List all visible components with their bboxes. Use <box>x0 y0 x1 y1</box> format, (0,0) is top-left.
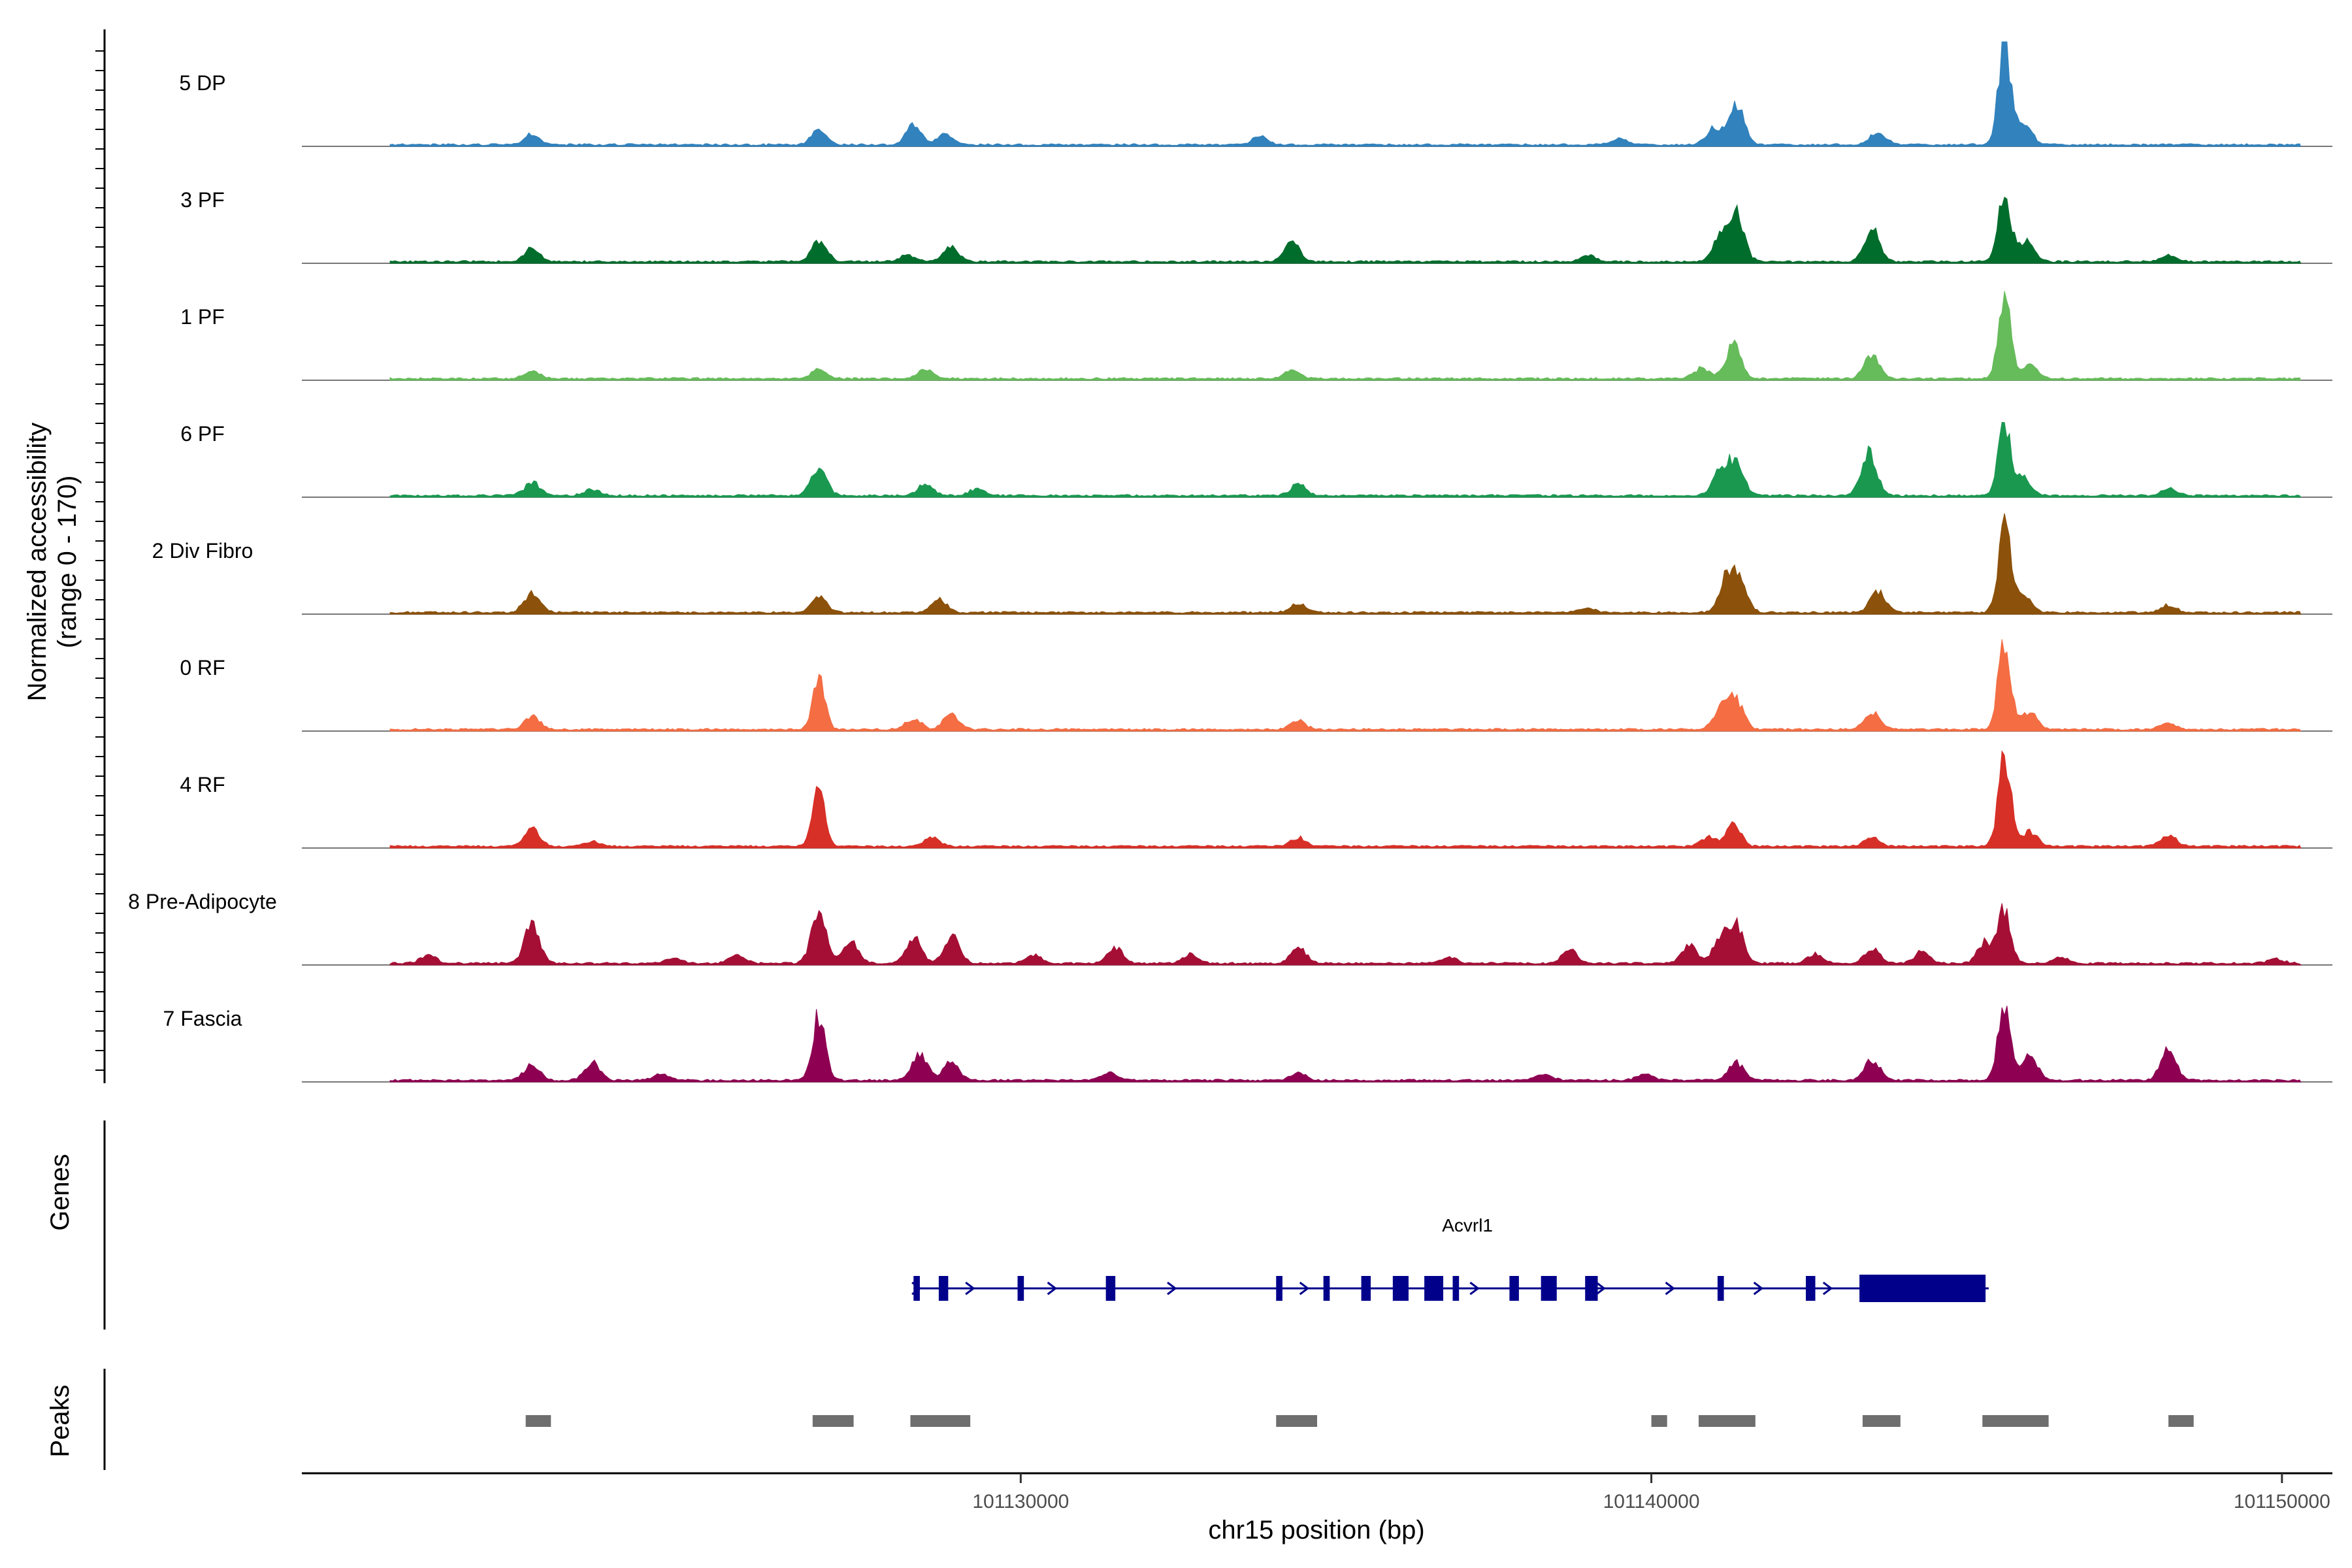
genes-panel-label: Genes <box>46 1154 74 1231</box>
gene-exon <box>1017 1276 1024 1301</box>
track-signal-area <box>389 639 2302 732</box>
track-label: 5 DP <box>179 71 225 95</box>
peak-region <box>525 1415 551 1427</box>
track-signal-area <box>389 513 2302 615</box>
track-signal-area <box>389 41 2302 147</box>
track-4-rf: 4 RF <box>180 750 2332 849</box>
track-7-fascia: 7 Fascia <box>163 1005 2332 1083</box>
track-2-div-fibro: 2 Div Fibro <box>152 513 2332 615</box>
peak-region <box>1862 1415 1901 1427</box>
peak-region <box>812 1415 854 1427</box>
peak-region <box>1698 1415 1756 1427</box>
x-tick-label: 101140000 <box>1603 1491 1700 1512</box>
gene-exon <box>1424 1276 1444 1301</box>
gene-exon <box>1323 1276 1330 1301</box>
track-0-rf: 0 RF <box>180 639 2332 732</box>
track-signal-area <box>389 421 2302 498</box>
gene-strand-arrow <box>1753 1281 1764 1296</box>
gene-exon <box>1806 1276 1816 1301</box>
x-axis-ticks: 101130000 101140000 101150000 <box>972 1473 2330 1512</box>
track-5-dp: 5 DP <box>179 41 2332 147</box>
track-label: 7 Fascia <box>163 1007 242 1030</box>
gene-strand-arrow <box>1665 1281 1676 1296</box>
x-axis-title: chr15 position (bp) <box>1208 1516 1424 1544</box>
peak-track <box>525 1415 2194 1427</box>
y-axis-title: Normalized accessibility <box>23 423 52 702</box>
x-tick-label: 101130000 <box>972 1491 1069 1512</box>
track-8-pre-adipocyte: 8 Pre-Adipocyte <box>128 890 2332 966</box>
gene-exon <box>913 1276 920 1301</box>
gene-exon <box>1509 1276 1519 1301</box>
track-signal-area <box>389 291 2302 381</box>
track-signal-area <box>389 196 2302 264</box>
track-3-pf: 3 PF <box>180 188 2332 264</box>
gene-exon <box>1361 1276 1371 1301</box>
track-signal-area <box>389 750 2302 849</box>
track-label: 6 PF <box>180 422 225 446</box>
gene-strand-arrow <box>1469 1281 1480 1296</box>
gene-strand-arrow <box>1595 1281 1606 1296</box>
track-label: 8 Pre-Adipocyte <box>128 890 277 913</box>
gene-strand-arrow <box>1822 1281 1833 1296</box>
gene-exon <box>1105 1276 1116 1301</box>
peaks-panel-label: Peaks <box>46 1384 74 1457</box>
peak-region <box>1982 1415 2049 1427</box>
track-6-pf: 6 PF <box>180 421 2332 498</box>
track-label: 2 Div Fibro <box>152 539 253 563</box>
gene-exon <box>1392 1276 1409 1301</box>
track-label: 3 PF <box>180 188 225 212</box>
gene-exon <box>1276 1276 1282 1301</box>
track-1-pf: 1 PF <box>180 291 2332 381</box>
x-tick-label: 101150000 <box>2234 1491 2330 1512</box>
track-label: 0 RF <box>180 656 225 679</box>
peak-region <box>2168 1415 2194 1427</box>
track-label: 4 RF <box>180 773 225 796</box>
gene-exon <box>938 1276 949 1301</box>
gene-exon <box>1859 1275 1986 1302</box>
gene-strand-arrow <box>911 1281 922 1296</box>
gene-strand-arrow <box>1167 1281 1177 1296</box>
coverage-y-ticks <box>95 50 105 1071</box>
track-label: 1 PF <box>180 305 225 329</box>
gene-exon <box>1541 1276 1557 1301</box>
gene-name-label: Acvrl1 <box>1442 1215 1493 1235</box>
peak-region <box>1276 1415 1317 1427</box>
peak-region <box>1651 1415 1667 1427</box>
y-axis-subtitle: (range 0 - 170) <box>53 476 82 649</box>
gene-exon <box>1585 1276 1598 1301</box>
gene-track: Acvrl1 <box>911 1215 1989 1302</box>
gene-strand-arrow <box>1047 1281 1058 1296</box>
peak-region <box>910 1415 971 1427</box>
track-signal-area <box>389 903 2302 966</box>
gene-strand-arrow <box>965 1281 975 1296</box>
coverage-tracks: 5 DP 3 PF 1 PF 6 PF 2 Div Fibro 0 RF 4 RF 8 Pre… <box>128 41 2332 1083</box>
gene-exon <box>1717 1276 1724 1301</box>
gene-exon <box>1452 1276 1460 1301</box>
track-signal-area <box>389 1005 2302 1083</box>
gene-strand-arrow <box>1299 1281 1310 1296</box>
